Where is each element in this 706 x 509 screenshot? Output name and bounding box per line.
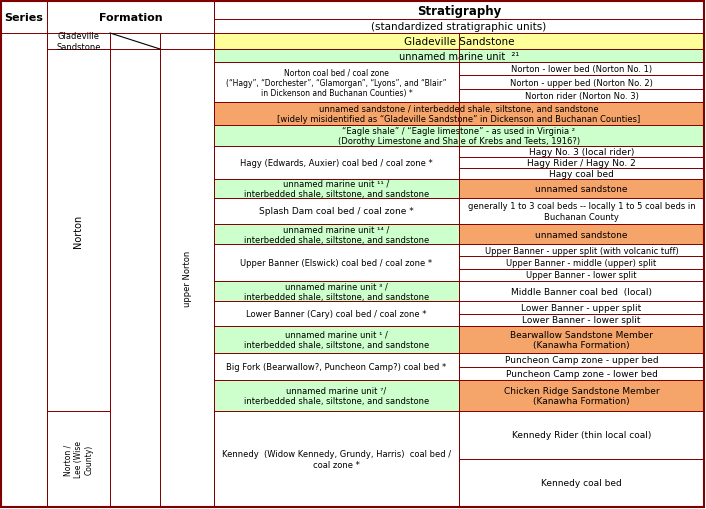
Bar [459, 301, 704, 314]
Text: Lower Banner - lower split: Lower Banner - lower split [522, 316, 641, 325]
Text: Splash Dam coal bed / coal zone *: Splash Dam coal bed / coal zone * [259, 207, 414, 216]
Text: Norton coal bed / coal zone
(“Hagy”, “Dorchester”, “Glamorgan”, “Lyons”, and “Bl: Norton coal bed / coal zone (“Hagy”, “Do… [226, 68, 447, 98]
Bar [459, 158, 704, 168]
Text: Norton /
Lee (Wise
County): Norton / Lee (Wise County) [64, 441, 93, 477]
Bar [160, 34, 214, 50]
Text: Norton: Norton [73, 214, 83, 247]
Bar [459, 367, 704, 380]
Text: Hagy coal bed: Hagy coal bed [549, 169, 614, 179]
Text: unnamed marine unit ⁷/
interbedded shale, siltstone, and sandstone: unnamed marine unit ⁷/ interbedded shale… [244, 386, 429, 405]
Bar [214, 147, 459, 180]
Bar [459, 90, 704, 103]
Bar [459, 269, 704, 281]
Bar [214, 281, 459, 301]
Text: Big Fork (Bearwallow?, Puncheon Camp?) coal bed *: Big Fork (Bearwallow?, Puncheon Camp?) c… [227, 362, 447, 371]
Bar [1, 2, 214, 34]
Bar [459, 224, 704, 244]
Bar [214, 34, 704, 50]
Text: upper Norton: upper Norton [182, 250, 191, 306]
Bar [459, 411, 704, 459]
Bar [110, 50, 160, 507]
Text: generally 1 to 3 coal beds -- locally 1 to 5 coal beds in
Buchanan County: generally 1 to 3 coal beds -- locally 1 … [467, 202, 695, 221]
Bar [110, 34, 160, 50]
Text: Puncheon Camp zone - lower bed: Puncheon Camp zone - lower bed [505, 369, 657, 378]
Text: Upper Banner - middle (upper) split: Upper Banner - middle (upper) split [506, 259, 657, 267]
Bar [459, 199, 704, 224]
Text: (standardized stratigraphic units): (standardized stratigraphic units) [371, 22, 546, 32]
Bar [214, 244, 459, 281]
Text: Norton - lower bed (Norton No. 1): Norton - lower bed (Norton No. 1) [511, 65, 652, 74]
Bar [459, 180, 704, 199]
Bar [459, 380, 704, 411]
Bar [214, 224, 459, 244]
Text: Kennedy Rider (thin local coal): Kennedy Rider (thin local coal) [512, 431, 651, 440]
Text: unnamed marine unit  ²¹: unnamed marine unit ²¹ [399, 51, 519, 62]
Text: Kennedy coal bed: Kennedy coal bed [541, 478, 622, 488]
Text: Hagy No. 3 (local rider): Hagy No. 3 (local rider) [529, 148, 634, 157]
Bar [214, 126, 704, 147]
Bar [47, 34, 110, 50]
Bar [47, 50, 110, 411]
Bar [1, 34, 47, 507]
Bar [214, 63, 459, 103]
Text: Gladeville
Sandstone: Gladeville Sandstone [56, 32, 101, 51]
Text: unnamed sandstone: unnamed sandstone [535, 185, 628, 193]
Bar [214, 20, 704, 34]
Text: Series: Series [4, 13, 44, 23]
Text: Hagy Rider / Hagy No. 2: Hagy Rider / Hagy No. 2 [527, 159, 636, 167]
Text: Puncheon Camp zone - upper bed: Puncheon Camp zone - upper bed [505, 356, 658, 364]
Bar [459, 257, 704, 269]
Bar [214, 2, 704, 20]
Bar [459, 326, 704, 353]
Bar [214, 353, 459, 380]
Bar [214, 199, 459, 224]
Text: unnamed sandstone: unnamed sandstone [535, 230, 628, 239]
Text: Hagy (Edwards, Auxier) coal bed / coal zone *: Hagy (Edwards, Auxier) coal bed / coal z… [240, 159, 433, 167]
Bar [47, 411, 110, 507]
Text: Upper Banner - lower split: Upper Banner - lower split [526, 271, 637, 280]
Text: unnamed marine unit ³ /
interbedded shale, siltstone, and sandstone: unnamed marine unit ³ / interbedded shal… [244, 282, 429, 301]
Bar [459, 244, 704, 257]
Bar [214, 326, 459, 353]
Bar [214, 301, 459, 326]
Text: Kennedy  (Widow Kennedy, Grundy, Harris)  coal bed /
coal zone *: Kennedy (Widow Kennedy, Grundy, Harris) … [222, 449, 451, 469]
Bar [214, 50, 704, 63]
Text: Stratigraphy: Stratigraphy [417, 5, 501, 17]
Text: Upper Banner - upper split (with volcanic tuff): Upper Banner - upper split (with volcani… [484, 246, 678, 255]
Bar [214, 103, 704, 126]
Bar [459, 314, 704, 326]
Bar [214, 411, 459, 507]
Bar [214, 180, 459, 199]
Bar [459, 168, 704, 180]
Text: unnamed marine unit ¹¹ /
interbedded shale, siltstone, and sandstone: unnamed marine unit ¹¹ / interbedded sha… [244, 180, 429, 199]
Text: Upper Banner (Elswick) coal bed / coal zone *: Upper Banner (Elswick) coal bed / coal z… [241, 259, 433, 267]
Text: unnamed marine unit ¹⁴ /
interbedded shale, siltstone, and sandstone: unnamed marine unit ¹⁴ / interbedded sha… [244, 225, 429, 244]
Bar [160, 50, 214, 507]
Bar [459, 147, 704, 158]
Text: Lower Banner (Cary) coal bed / coal zone *: Lower Banner (Cary) coal bed / coal zone… [246, 309, 426, 318]
Bar [459, 459, 704, 507]
Bar [459, 353, 704, 367]
Bar [459, 281, 704, 301]
Text: Formation: Formation [99, 13, 162, 23]
Text: Bearwallow Sandstone Member
(Kanawha Formation): Bearwallow Sandstone Member (Kanawha For… [510, 330, 653, 350]
Bar [214, 380, 459, 411]
Text: Middle Banner coal bed  (local): Middle Banner coal bed (local) [511, 287, 652, 296]
Text: Norton - upper bed (Norton No. 2): Norton - upper bed (Norton No. 2) [510, 78, 653, 88]
Text: unnamed marine unit ¹ /
interbedded shale, siltstone, and sandstone: unnamed marine unit ¹ / interbedded shal… [244, 330, 429, 350]
Text: unnamed sandstone / interbedded shale, siltstone, and sandstone
[widely misident: unnamed sandstone / interbedded shale, s… [277, 104, 640, 124]
Text: Chicken Ridge Sandstone Member
(Kanawha Formation): Chicken Ridge Sandstone Member (Kanawha … [503, 386, 659, 405]
Bar [459, 76, 704, 90]
Bar [459, 63, 704, 76]
Text: Gladeville Sandstone: Gladeville Sandstone [404, 37, 514, 47]
Text: Lower Banner - upper split: Lower Banner - upper split [521, 303, 642, 312]
Text: “Eagle shale” / “Eagle limestone” - as used in Virginia ²
(Dorothy Limestone and: “Eagle shale” / “Eagle limestone” - as u… [338, 127, 580, 146]
Text: Norton rider (Norton No. 3): Norton rider (Norton No. 3) [525, 92, 638, 101]
